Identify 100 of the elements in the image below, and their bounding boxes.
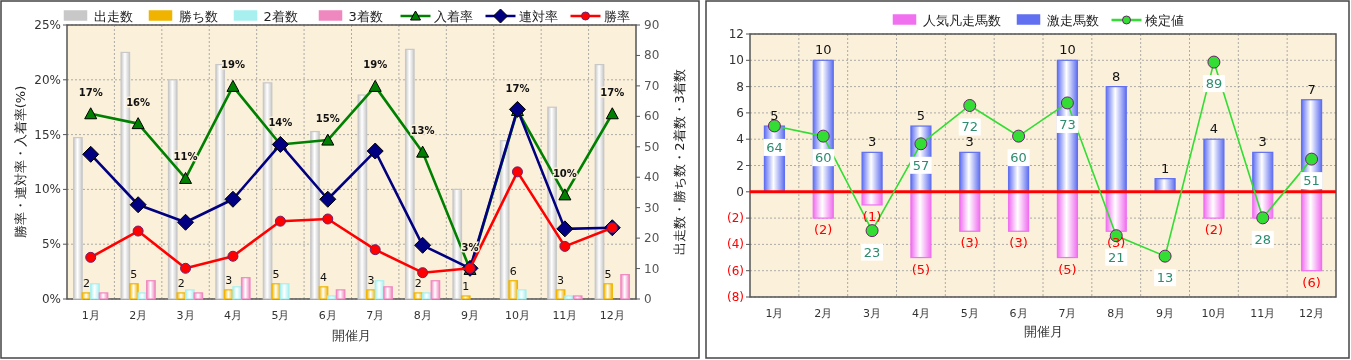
data-label: (1) bbox=[862, 208, 882, 224]
point bbox=[416, 145, 430, 158]
y2-tick-label: 0 bbox=[644, 292, 652, 306]
legend-label: 出走数 bbox=[93, 9, 133, 24]
bar bbox=[310, 130, 320, 300]
data-label: 3 bbox=[367, 273, 375, 287]
point bbox=[177, 213, 195, 231]
data-label: 19% bbox=[220, 59, 245, 71]
point bbox=[180, 262, 192, 274]
bar bbox=[232, 286, 243, 300]
bar bbox=[430, 280, 441, 300]
legend-label: 人気凡走馬数 bbox=[922, 13, 1001, 28]
data-label: 10 bbox=[814, 42, 832, 58]
data-label: 3 bbox=[225, 273, 233, 287]
data-label: 6 bbox=[509, 264, 517, 278]
y-tick-label: (8) bbox=[727, 290, 744, 304]
legend-label: 3着数 bbox=[348, 9, 383, 24]
x-tick-label: 10月 bbox=[504, 309, 530, 322]
point bbox=[865, 224, 879, 238]
bar bbox=[73, 137, 83, 300]
bar bbox=[1300, 191, 1323, 272]
bar bbox=[422, 292, 432, 300]
x-tick-label: 4月 bbox=[223, 309, 242, 322]
data-label: (5) bbox=[1058, 261, 1077, 277]
bar bbox=[620, 274, 630, 300]
bar bbox=[357, 94, 368, 300]
point bbox=[321, 133, 335, 146]
bar bbox=[452, 188, 463, 300]
bar bbox=[861, 151, 883, 193]
bar bbox=[128, 283, 139, 300]
x-axis-title: 開催月 bbox=[332, 328, 371, 343]
data-label: 7 bbox=[1307, 81, 1316, 97]
data-label: 17% bbox=[505, 83, 530, 95]
bar bbox=[240, 277, 251, 300]
bar bbox=[81, 292, 92, 300]
point bbox=[274, 215, 286, 227]
data-label: (2) bbox=[814, 222, 833, 238]
y-tick-label: (4) bbox=[727, 237, 744, 252]
x-axis-title: 開催月 bbox=[1023, 324, 1063, 339]
y-tick-label: 10 bbox=[728, 53, 744, 68]
x-tick-label: 4月 bbox=[911, 307, 930, 320]
point bbox=[511, 166, 523, 178]
x-tick-label: 11月 bbox=[1250, 307, 1276, 320]
point bbox=[1256, 211, 1270, 225]
legend-label: 勝率 bbox=[603, 9, 630, 24]
data-label: 2 bbox=[414, 276, 422, 290]
x-tick-label: 6月 bbox=[318, 309, 337, 322]
y2-tick-label: 30 bbox=[644, 200, 660, 215]
bar bbox=[1056, 191, 1079, 259]
bar bbox=[603, 283, 613, 300]
y-tick-label: 12 bbox=[728, 27, 744, 41]
point bbox=[914, 137, 928, 151]
y2-tick-label: 10 bbox=[644, 261, 660, 276]
data-label: 3 bbox=[1258, 134, 1267, 150]
bar bbox=[812, 191, 834, 219]
data-label: 14% bbox=[268, 117, 293, 129]
data-label: 51 bbox=[1303, 173, 1320, 189]
point bbox=[85, 251, 97, 263]
data-label: 5 bbox=[916, 108, 926, 124]
bar bbox=[861, 191, 883, 206]
data-label: 23 bbox=[863, 244, 881, 260]
data-label: 5 bbox=[604, 267, 612, 281]
point bbox=[963, 99, 977, 112]
bar bbox=[176, 292, 187, 300]
bar bbox=[335, 289, 346, 300]
x-tick-label: 11月 bbox=[552, 309, 578, 322]
data-label: 4 bbox=[1209, 121, 1219, 137]
y2-tick-label: 60 bbox=[644, 109, 660, 124]
bar bbox=[499, 140, 510, 300]
data-label: 2 bbox=[82, 276, 90, 290]
x-tick-label: 3月 bbox=[176, 309, 195, 322]
data-label: (5) bbox=[911, 261, 931, 277]
data-label: 2 bbox=[177, 276, 185, 290]
data-label: 4 bbox=[320, 270, 328, 284]
data-label: 19% bbox=[363, 59, 388, 71]
data-label: 17% bbox=[600, 86, 625, 98]
bar bbox=[910, 191, 932, 259]
x-tick-label: 3月 bbox=[863, 307, 882, 320]
data-label: 15% bbox=[315, 113, 340, 125]
y2-tick-label: 70 bbox=[644, 78, 660, 93]
point bbox=[226, 79, 240, 92]
y-tick-label: 2 bbox=[736, 158, 744, 173]
data-label: 3 bbox=[557, 273, 565, 287]
point bbox=[132, 225, 144, 237]
y2-tick-label: 50 bbox=[644, 139, 660, 154]
point bbox=[369, 244, 381, 256]
legend-label: 連対率 bbox=[518, 9, 558, 24]
data-label: 17% bbox=[78, 86, 103, 98]
y-tick-label: (2) bbox=[727, 211, 744, 226]
point bbox=[1207, 55, 1221, 69]
data-label: (3) bbox=[960, 235, 979, 251]
data-label: 8 bbox=[1112, 68, 1121, 84]
data-label: 72 bbox=[961, 119, 979, 135]
bar bbox=[460, 295, 471, 300]
bar bbox=[555, 289, 566, 300]
bar bbox=[413, 292, 424, 300]
y2-axis-title: 出走数・勝ち数・2着数・3着数 bbox=[672, 69, 687, 255]
x-tick-label: 7月 bbox=[366, 309, 385, 322]
y-tick-label: 5% bbox=[41, 237, 61, 252]
bar bbox=[98, 292, 109, 300]
